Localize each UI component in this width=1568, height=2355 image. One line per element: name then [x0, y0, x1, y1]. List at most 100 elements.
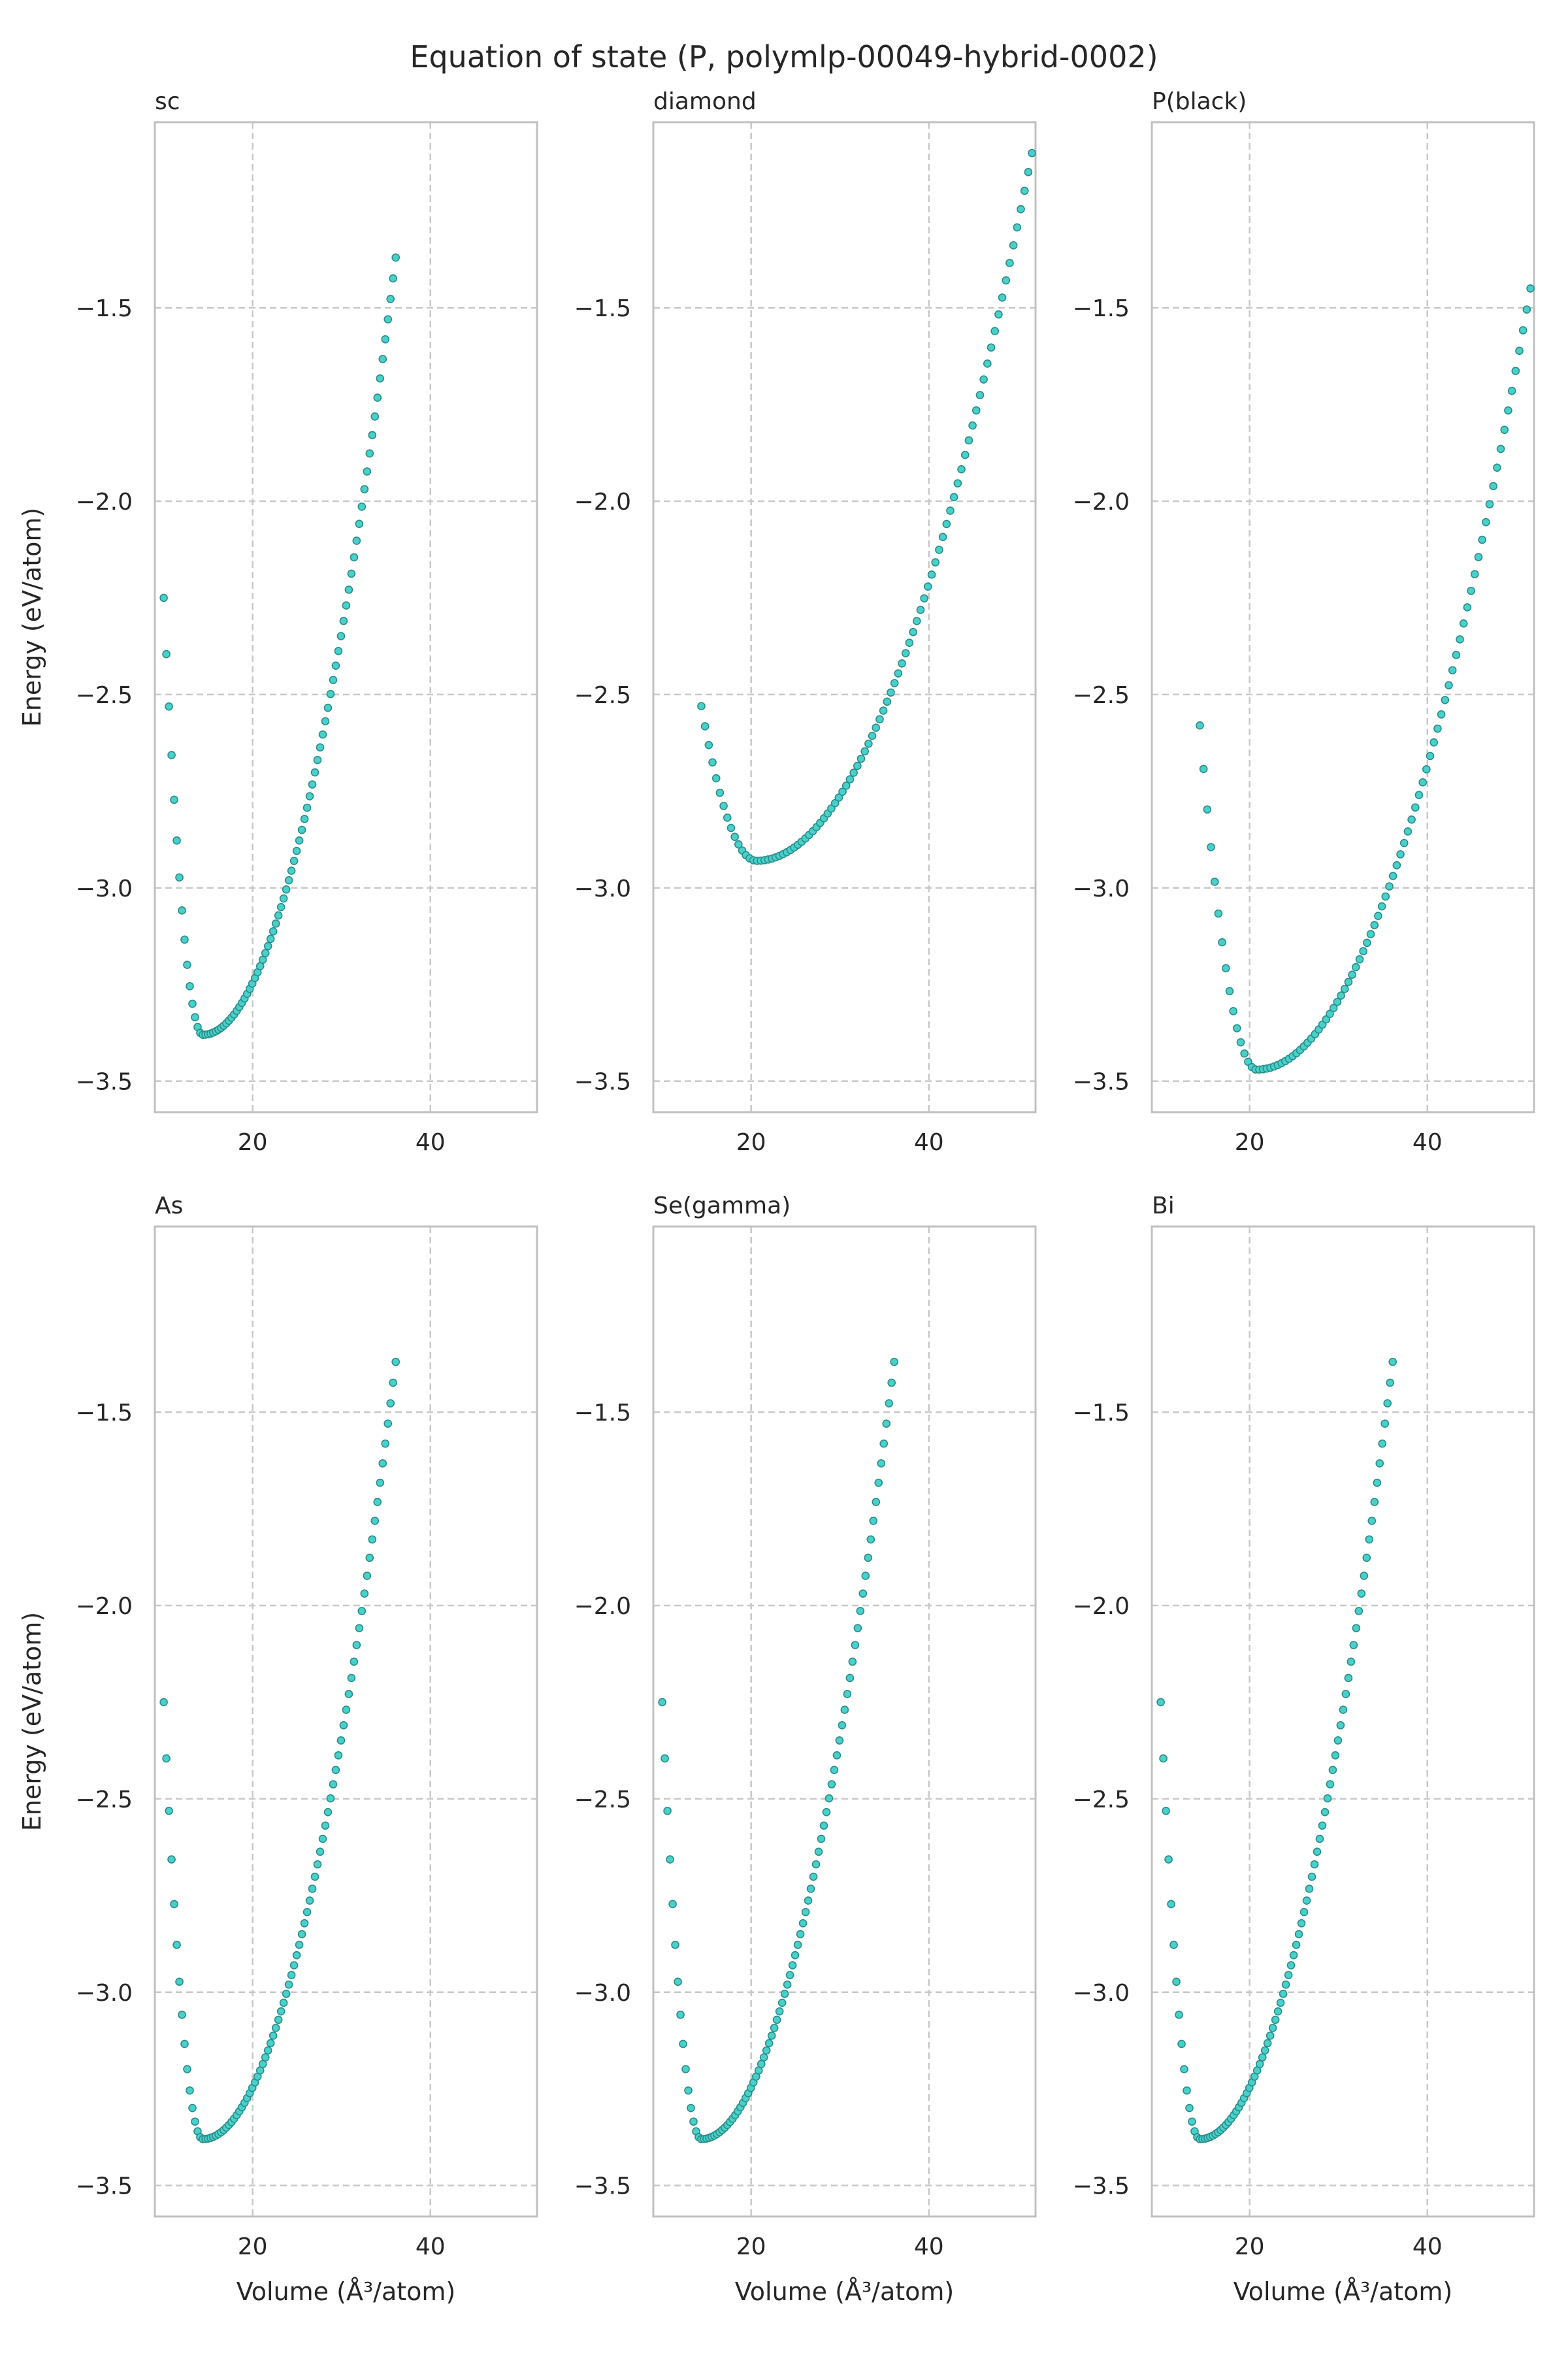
data-point	[894, 669, 903, 678]
data-point	[804, 1896, 813, 1905]
data-point	[316, 1847, 325, 1856]
subplot-title: P(black)	[1152, 88, 1247, 115]
data-point	[1294, 1930, 1303, 1939]
data-point	[355, 1624, 364, 1632]
data-point	[772, 2015, 781, 2024]
data-point	[363, 1572, 372, 1580]
data-point	[869, 1517, 878, 1525]
data-point	[825, 1794, 834, 1803]
data-point	[336, 1736, 346, 1745]
data-point	[783, 1980, 792, 1989]
data-point	[326, 1794, 335, 1803]
data-point	[1515, 346, 1524, 355]
data-point	[734, 840, 743, 849]
data-point	[730, 832, 739, 842]
x-tick-label: 40	[914, 2233, 944, 2260]
data-point	[827, 1780, 836, 1788]
data-point	[188, 999, 197, 1008]
data-point	[370, 412, 380, 421]
data-point	[300, 814, 309, 823]
y-tick-label: −1.5	[76, 295, 133, 322]
data-point	[305, 792, 314, 800]
data-point	[723, 814, 732, 822]
data-point	[258, 2060, 267, 2069]
data-point	[861, 1572, 870, 1580]
data-point	[284, 1980, 293, 1989]
data-point	[295, 1940, 304, 1949]
data-point	[791, 1951, 800, 1960]
data-point	[840, 1705, 849, 1714]
data-point	[1378, 1439, 1387, 1448]
data-point	[872, 1498, 881, 1506]
data-point	[1260, 2046, 1269, 2055]
data-point	[1323, 1794, 1332, 1803]
y-tick-label: −1.5	[76, 1400, 133, 1426]
data-point	[282, 1989, 291, 1998]
data-point	[1349, 1641, 1358, 1649]
data-point	[679, 2039, 687, 2049]
x-tick-label: 40	[1413, 1129, 1443, 1156]
data-point	[901, 649, 910, 657]
data-point	[697, 702, 706, 710]
data-point	[305, 1896, 314, 1905]
data-point	[318, 730, 327, 739]
data-point	[1302, 1896, 1311, 1905]
data-point	[1351, 963, 1360, 972]
data-point	[1273, 2007, 1282, 2016]
data-point	[975, 391, 985, 399]
data-point	[321, 1821, 330, 1830]
data-point	[1318, 1821, 1327, 1830]
y-tick-label: −2.0	[574, 489, 631, 516]
x-tick-label: 40	[416, 2233, 446, 2260]
data-point	[357, 1607, 367, 1615]
subplot-title: diamond	[653, 88, 757, 115]
data-point	[809, 1872, 818, 1881]
data-point	[1172, 1977, 1181, 1986]
data-point	[661, 1754, 669, 1763]
data-point	[326, 689, 335, 699]
data-point	[258, 955, 267, 964]
data-point	[1388, 872, 1397, 880]
data-point	[300, 1919, 309, 1928]
subplot-2: −3.5 −3.0 −2.5 −2.0 −1.5 20 40 P(black)	[1073, 88, 1535, 1156]
data-point	[663, 1807, 672, 1815]
y-tick-label: −3.5	[76, 1069, 133, 1096]
data-point	[848, 1657, 857, 1666]
data-point	[819, 1821, 828, 1830]
y-tick-label: −3.0	[1073, 876, 1130, 902]
data-point	[1433, 724, 1442, 733]
data-point	[1307, 1872, 1316, 1881]
data-point	[890, 679, 899, 687]
data-point	[759, 2053, 768, 2062]
data-point	[1164, 1855, 1173, 1864]
data-point	[352, 1641, 361, 1649]
data-point	[1271, 2015, 1280, 2024]
subplot-3: −3.5 −3.0 −2.5 −2.0 −1.5 20 40 As Volume (Å³/ato…	[18, 1193, 538, 2306]
x-axis-label: Volume (Å³/atom)	[735, 2277, 955, 2306]
data-point	[935, 546, 943, 554]
data-point	[1396, 850, 1405, 859]
data-point	[1339, 1705, 1348, 1714]
data-point	[1207, 843, 1215, 851]
data-point	[764, 2039, 774, 2048]
data-point	[261, 949, 270, 957]
data-point	[866, 1535, 875, 1544]
data-point	[994, 310, 1003, 319]
data-point	[1009, 241, 1018, 250]
data-point	[1266, 2032, 1275, 2040]
data-point	[830, 1766, 839, 1774]
data-point	[874, 1478, 883, 1487]
data-point	[1329, 1004, 1338, 1012]
data-point	[370, 1517, 380, 1525]
data-point	[998, 293, 1007, 302]
data-point	[879, 706, 888, 715]
data-point	[1255, 2060, 1264, 2069]
data-point	[1221, 964, 1230, 972]
data-point	[1337, 991, 1345, 1000]
y-tick-label: −3.5	[1073, 1069, 1130, 1096]
data-point	[329, 676, 338, 684]
data-point	[949, 493, 958, 502]
data-point	[1331, 1751, 1340, 1760]
data-point	[180, 2039, 189, 2049]
